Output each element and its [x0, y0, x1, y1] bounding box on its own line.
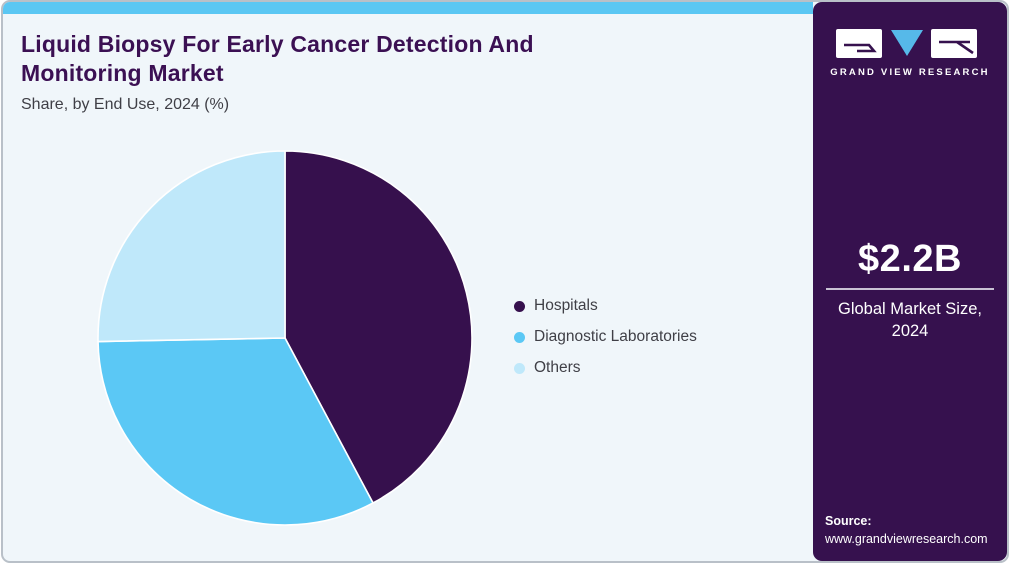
legend-label: Others: [534, 359, 581, 376]
pie-chart: [96, 149, 474, 527]
pie-slice-hospitals: [284, 150, 473, 504]
legend-item-diagnostic-laboratories: Diagnostic Laboratories: [514, 328, 697, 346]
brand-name: GRAND VIEW RESEARCH: [830, 67, 990, 78]
market-size-value: $2.2B: [858, 238, 962, 280]
gvr-logo-icon: [836, 29, 977, 58]
source-block: Source: www.grandviewresearch.com: [825, 512, 988, 548]
title-block: Liquid Biopsy For Early Cancer Detection…: [21, 30, 661, 114]
source-url: www.grandviewresearch.com: [825, 531, 988, 546]
legend-label: Diagnostic Laboratories: [534, 328, 697, 345]
legend: Hospitals Diagnostic Laboratories Others: [514, 297, 697, 377]
pie-slice-diagnostic-laboratories: [97, 337, 374, 526]
sidebar: GRAND VIEW RESEARCH $2.2B Global Market …: [813, 2, 1007, 561]
gvr-logo: GRAND VIEW RESEARCH: [813, 28, 1007, 78]
pie-chart-svg: [97, 150, 473, 526]
legend-item-hospitals: Hospitals: [514, 297, 697, 315]
page-title: Liquid Biopsy For Early Cancer Detection…: [21, 31, 534, 87]
source-label: Source:: [825, 513, 872, 528]
top-accent-bar: [3, 2, 813, 14]
legend-dot-icon: [514, 362, 525, 374]
legend-item-others: Others: [514, 359, 697, 377]
legend-label: Hospitals: [534, 297, 598, 314]
market-size-label: Global Market Size, 2024: [838, 300, 982, 341]
pie-slice-others: [97, 150, 286, 343]
legend-dot-icon: [514, 331, 525, 343]
legend-dot-icon: [514, 300, 525, 312]
chart-subtitle: Share, by End Use, 2024 (%): [21, 95, 230, 113]
divider: [826, 288, 994, 290]
market-size-block: $2.2B Global Market Size, 2024: [813, 238, 1007, 343]
chart-panel: Liquid Biopsy For Early Cancer Detection…: [3, 2, 813, 561]
